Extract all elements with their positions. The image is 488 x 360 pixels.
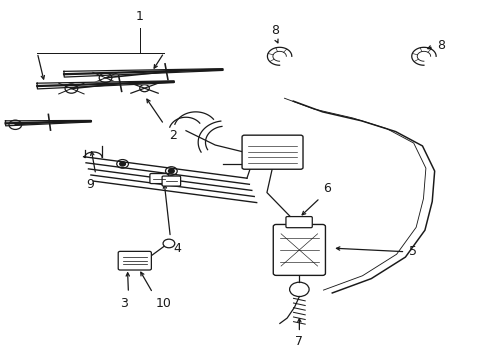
Text: 4: 4 [173,242,182,255]
Text: 9: 9 [86,178,94,191]
FancyBboxPatch shape [285,217,312,228]
Polygon shape [5,121,91,126]
FancyBboxPatch shape [273,225,325,275]
Text: 5: 5 [408,245,416,258]
Text: 8: 8 [271,23,279,37]
Polygon shape [64,69,222,77]
Circle shape [168,169,174,173]
Text: 8: 8 [436,39,444,52]
Text: 6: 6 [323,182,331,195]
Text: 10: 10 [156,297,171,310]
Text: 2: 2 [168,129,177,142]
Text: 3: 3 [120,297,127,310]
Text: 1: 1 [136,10,143,23]
Text: 7: 7 [295,335,303,348]
Circle shape [120,162,125,166]
FancyBboxPatch shape [162,176,180,186]
FancyBboxPatch shape [118,251,151,270]
FancyBboxPatch shape [242,135,303,169]
FancyBboxPatch shape [150,174,168,184]
Polygon shape [37,81,174,89]
